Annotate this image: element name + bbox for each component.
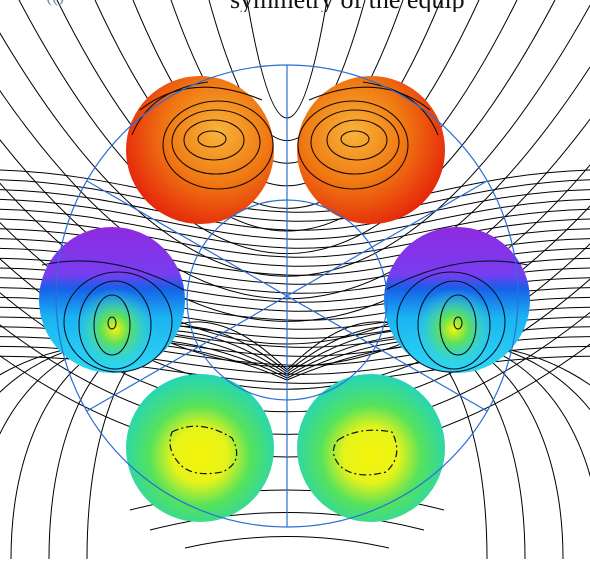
field-line-arc [0,343,590,458]
guide-lines [55,64,519,528]
conductors [39,76,530,522]
cropped-caption: •(() symmetry of the equip [40,0,590,12]
field-line-band [0,169,590,213]
conductor-mid-left [39,227,185,373]
caption-right-fragment: symmetry of the equip [230,0,465,12]
diag-guide-2 [86,180,488,412]
conductor-bottom-left [126,374,274,522]
field-line-lower [184,536,390,549]
conductor-mid-right [384,227,530,373]
conductor-bottom-right [297,374,445,522]
conductor-top-left [126,76,274,224]
field-line-lower [0,338,590,411]
caption-left-fragment: •(() [40,0,64,8]
conductor-top-right [297,76,445,224]
